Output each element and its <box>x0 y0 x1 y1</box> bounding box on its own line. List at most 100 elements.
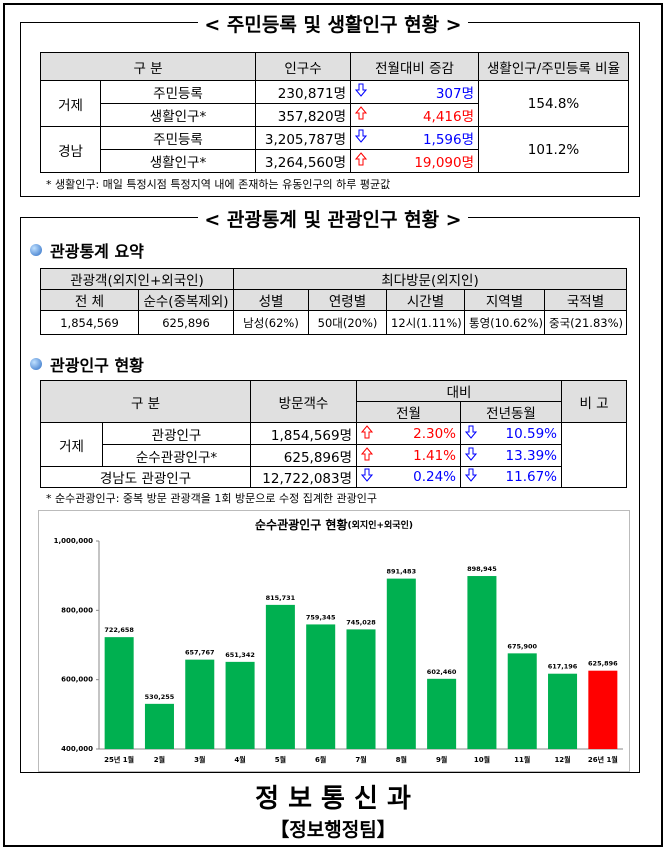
arrow <box>354 106 368 124</box>
header-cell: 생활인구/주민등록 비율 <box>478 52 630 81</box>
arrow-icon <box>354 129 368 143</box>
arrow-icon <box>360 468 374 482</box>
arrow-shape <box>464 425 478 439</box>
summary-value: 625,896 <box>137 310 235 335</box>
value-label: 675,900 <box>507 642 537 650</box>
arrow-shape <box>354 106 368 120</box>
x-tick-label: 4월 <box>234 755 245 764</box>
header-cell: 최다방문(외지인) <box>233 268 628 290</box>
label: 생활인구* <box>99 149 257 173</box>
value-label: 891,483 <box>387 568 417 576</box>
department: 정 보 통 신 과 <box>255 784 411 814</box>
x-tick-label: 12월 <box>554 755 570 764</box>
heading: 관광인구 현황 <box>30 352 144 376</box>
x-tick-label: 8월 <box>396 755 407 764</box>
bullet <box>30 244 42 256</box>
header-cell: 비 고 <box>561 380 628 423</box>
change-cell: 4,416명 <box>350 103 480 127</box>
region: 거제 <box>40 422 103 467</box>
header-cell: 국적별 <box>544 289 628 311</box>
value-label: 625,896 <box>588 660 618 668</box>
note: * 생활인구: 매일 특정시점 특정지역 내에 존재하는 유동인구의 하루 평균… <box>46 178 391 191</box>
arrow <box>360 468 374 486</box>
summary-value: 50대(20%) <box>308 310 388 335</box>
x-tick-label: 11월 <box>514 755 530 764</box>
ratio: 101.2% <box>478 126 630 173</box>
header-cell: 전 체 <box>40 289 139 311</box>
arrow-shape <box>464 468 478 482</box>
arrow-icon <box>360 446 374 460</box>
value-label: 722,658 <box>104 626 134 634</box>
population: 357,820명 <box>255 103 352 127</box>
yoy: 10.59% <box>505 425 558 442</box>
mom-cell: 2.30% <box>356 422 462 445</box>
bar <box>467 576 497 749</box>
status-table: 구 분 방문객수 대비 비 고 전월 전년동월 거제 관광인구 1,854,569명 2.30… <box>39 380 628 488</box>
value-label: 651,342 <box>225 651 255 659</box>
section-title: < 관광통계 및 관광인구 현황 > <box>0 205 666 232</box>
label: 경남도 관광인구 <box>39 466 252 488</box>
bar <box>104 637 134 749</box>
region: 거제 <box>40 80 101 127</box>
value-label: 745,028 <box>346 618 376 626</box>
value-label: 530,255 <box>145 693 175 701</box>
value-label: 898,945 <box>467 565 497 573</box>
arrow-shape <box>464 447 478 461</box>
change-cell: 307명 <box>350 80 480 104</box>
remarks <box>561 422 628 488</box>
summary-value: 통영(10.62%) <box>464 310 546 335</box>
label: 생활인구* <box>99 103 257 127</box>
chart: 순수관광인구 현황(외지인+외국인) 400,000 600,000 800,000… <box>54 517 623 764</box>
x-tick-label: 10월 <box>474 755 490 764</box>
header-cell: 관광객(외지인+외국인) <box>39 268 235 290</box>
visitors: 1,854,569명 <box>250 422 358 445</box>
label: 주민등록 <box>99 80 257 104</box>
chart-box: 순수관광인구 현황(외지인+외국인) 400,000 600,000 800,000… <box>38 510 630 772</box>
bar <box>588 670 618 749</box>
value-label: 602,460 <box>427 668 457 676</box>
population: 230,871명 <box>255 80 352 104</box>
header-cell: 구 분 <box>39 380 252 423</box>
header-cell: 지역별 <box>464 289 546 311</box>
visitors: 12,722,083명 <box>250 466 358 488</box>
value-label: 815,731 <box>266 594 296 602</box>
yoy-cell: 13.39% <box>460 444 563 467</box>
bar <box>427 678 457 749</box>
header-cell: 전년동월 <box>460 401 563 423</box>
arrow-shape <box>354 152 368 166</box>
change-cell: 1,596명 <box>350 126 480 150</box>
header-cell: 인구수 <box>255 52 352 81</box>
y-tick-label: 1,000,000 <box>54 537 94 545</box>
header-cell: 성별 <box>233 289 310 311</box>
value-label: 657,767 <box>185 649 215 657</box>
summary-value: 1,854,569 <box>40 310 139 335</box>
chart-subtitle: (외지인+외국인) <box>348 519 413 531</box>
y-tick-label: 400,000 <box>61 745 93 753</box>
arrow-shape <box>354 83 368 97</box>
population-table: 구 분 인구수 전월대비 증감 생활인구/주민등록 비율 거제 주민등록 230,871명… <box>39 52 630 173</box>
arrow-icon <box>464 447 478 461</box>
chart-title: 순수관광인구 현황(외지인+외국인) <box>255 517 413 532</box>
population: 3,205,787명 <box>255 126 352 150</box>
bar <box>185 659 215 749</box>
arrow-icon <box>354 83 368 97</box>
arrow-icon <box>464 425 478 439</box>
bar <box>144 703 174 749</box>
arrow-icon <box>354 106 368 120</box>
x-tick-label: 25년 1월 <box>104 755 134 764</box>
arrow-icon <box>464 468 478 482</box>
arrow <box>354 83 368 101</box>
change: 4,416명 <box>422 109 475 125</box>
change-cell: 19,090명 <box>350 149 480 173</box>
section-title: < 주민등록 및 생활인구 현황 > <box>0 10 666 37</box>
x-tick-label: 2월 <box>154 755 165 764</box>
x-tick-label: 6월 <box>315 755 326 764</box>
arrow-shape <box>360 424 374 438</box>
mom: 0.24% <box>413 469 457 485</box>
label: 순수관광인구* <box>101 444 252 467</box>
label: 주민등록 <box>99 126 257 150</box>
bar <box>507 653 537 749</box>
change: 1,596명 <box>422 132 475 148</box>
x-tick-label: 7월 <box>355 755 366 764</box>
